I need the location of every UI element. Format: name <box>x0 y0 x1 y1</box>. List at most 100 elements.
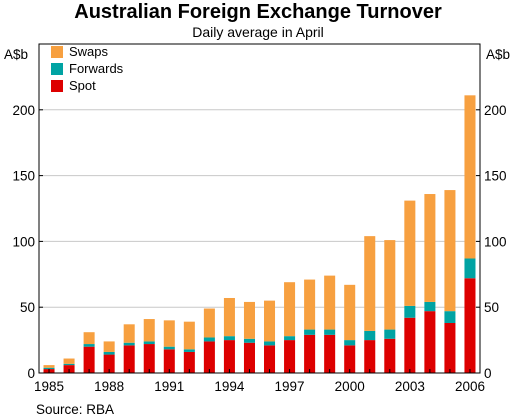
legend-swatch-forwards <box>51 63 63 75</box>
bar-forwards <box>83 344 95 347</box>
source-note: Source: RBA <box>36 402 114 417</box>
bar-spot <box>264 345 276 373</box>
bar-swaps <box>163 320 175 347</box>
y-ticks-right: 0 50 100 150 200 <box>476 103 507 381</box>
x-tick-label: 1991 <box>154 379 184 394</box>
bar-swaps <box>344 284 356 341</box>
y-tick-label-right: 200 <box>484 103 507 118</box>
bar-forwards <box>264 341 276 346</box>
bar-forwards <box>364 330 376 341</box>
chart-subtitle: Daily average in April <box>192 24 324 40</box>
bar-spot <box>424 311 436 373</box>
bar-swaps <box>464 95 476 259</box>
bar-forwards <box>143 341 155 345</box>
bar-swaps <box>223 297 235 337</box>
bar-forwards <box>123 342 135 346</box>
bar-spot <box>203 341 215 373</box>
y-ticks-left: 0 50 100 150 200 <box>12 103 43 381</box>
bar-forwards <box>243 338 255 343</box>
bars <box>43 95 476 373</box>
bar-spot <box>243 342 255 373</box>
bar-spot <box>103 354 115 373</box>
bar-swaps <box>243 301 255 339</box>
bar-spot <box>223 340 235 373</box>
bar-swaps <box>384 240 396 330</box>
legend-label-spot: Spot <box>69 78 96 93</box>
bar-swaps <box>284 282 296 337</box>
y-tick-label-left: 100 <box>12 234 35 249</box>
bar-swaps <box>83 332 95 345</box>
bar-forwards <box>223 336 235 341</box>
y-tick-label-left: 0 <box>27 366 35 381</box>
bar-spot <box>143 344 155 373</box>
bar-swaps <box>63 358 75 364</box>
x-tick-label: 1985 <box>34 379 64 394</box>
bar-forwards <box>404 305 416 318</box>
bar-swaps <box>103 341 115 352</box>
legend-label-swaps: Swaps <box>69 44 109 59</box>
bar-forwards <box>163 346 175 350</box>
bar-spot <box>123 345 135 373</box>
bar-spot <box>344 345 356 373</box>
bar-swaps <box>424 194 436 302</box>
legend: Swaps Forwards Spot <box>51 44 124 93</box>
x-ticks: 1985 1988 1991 1994 1997 2000 2003 2006 <box>34 369 485 394</box>
bar-swaps <box>364 236 376 331</box>
bar-spot <box>324 334 336 373</box>
y-axis-unit-right: A$b <box>486 47 510 62</box>
bar-forwards <box>103 351 115 355</box>
legend-label-forwards: Forwards <box>69 61 124 76</box>
x-tick-label: 2000 <box>335 379 365 394</box>
bar-spot <box>364 340 376 373</box>
bar-forwards <box>203 337 215 342</box>
plot-frame <box>38 43 481 374</box>
bar-forwards <box>384 329 396 339</box>
bar-swaps <box>143 319 155 342</box>
bar-swaps <box>304 279 316 330</box>
bar-spot <box>464 278 476 373</box>
bar-swaps <box>203 308 215 338</box>
x-tick-label: 2006 <box>455 379 485 394</box>
bar-spot <box>183 351 195 373</box>
y-axis-unit-left: A$b <box>4 47 28 62</box>
bar-swaps <box>43 365 55 368</box>
bar-forwards <box>444 311 456 323</box>
y-tick-label-left: 150 <box>12 169 35 184</box>
bar-forwards <box>304 329 316 335</box>
bar-forwards <box>43 367 55 370</box>
chart-title: Australian Foreign Exchange Turnover <box>74 1 442 23</box>
bar-forwards <box>63 363 75 366</box>
legend-swatch-spot <box>51 80 63 92</box>
bar-spot <box>404 317 416 373</box>
bar-forwards <box>424 301 436 312</box>
y-tick-label-right: 50 <box>484 300 499 315</box>
bar-forwards <box>324 329 336 335</box>
bar-swaps <box>183 321 195 350</box>
bar-swaps <box>444 190 456 312</box>
bar-spot <box>384 338 396 373</box>
y-tick-label-left: 50 <box>20 300 35 315</box>
y-tick-label-right: 100 <box>484 234 507 249</box>
x-tick-label: 2003 <box>395 379 425 394</box>
bar-spot <box>284 340 296 373</box>
bar-forwards <box>284 336 296 341</box>
x-tick-label: 1994 <box>214 379 245 394</box>
bar-forwards <box>183 349 195 352</box>
bar-spot <box>163 349 175 373</box>
legend-swatch-swaps <box>51 46 63 58</box>
y-tick-label-right: 150 <box>484 169 507 184</box>
bar-swaps <box>123 324 135 343</box>
bar-spot <box>444 322 456 373</box>
bar-swaps <box>264 300 276 342</box>
bar-swaps <box>404 200 416 306</box>
bar-spot <box>304 334 316 373</box>
bar-forwards <box>344 340 356 346</box>
y-tick-label-right: 0 <box>484 366 492 381</box>
bar-spot <box>83 346 95 373</box>
bar-forwards <box>464 258 476 279</box>
y-tick-label-left: 200 <box>12 103 35 118</box>
x-tick-label: 1988 <box>94 379 124 394</box>
bar-swaps <box>324 275 336 330</box>
x-tick-label: 1997 <box>275 379 305 394</box>
